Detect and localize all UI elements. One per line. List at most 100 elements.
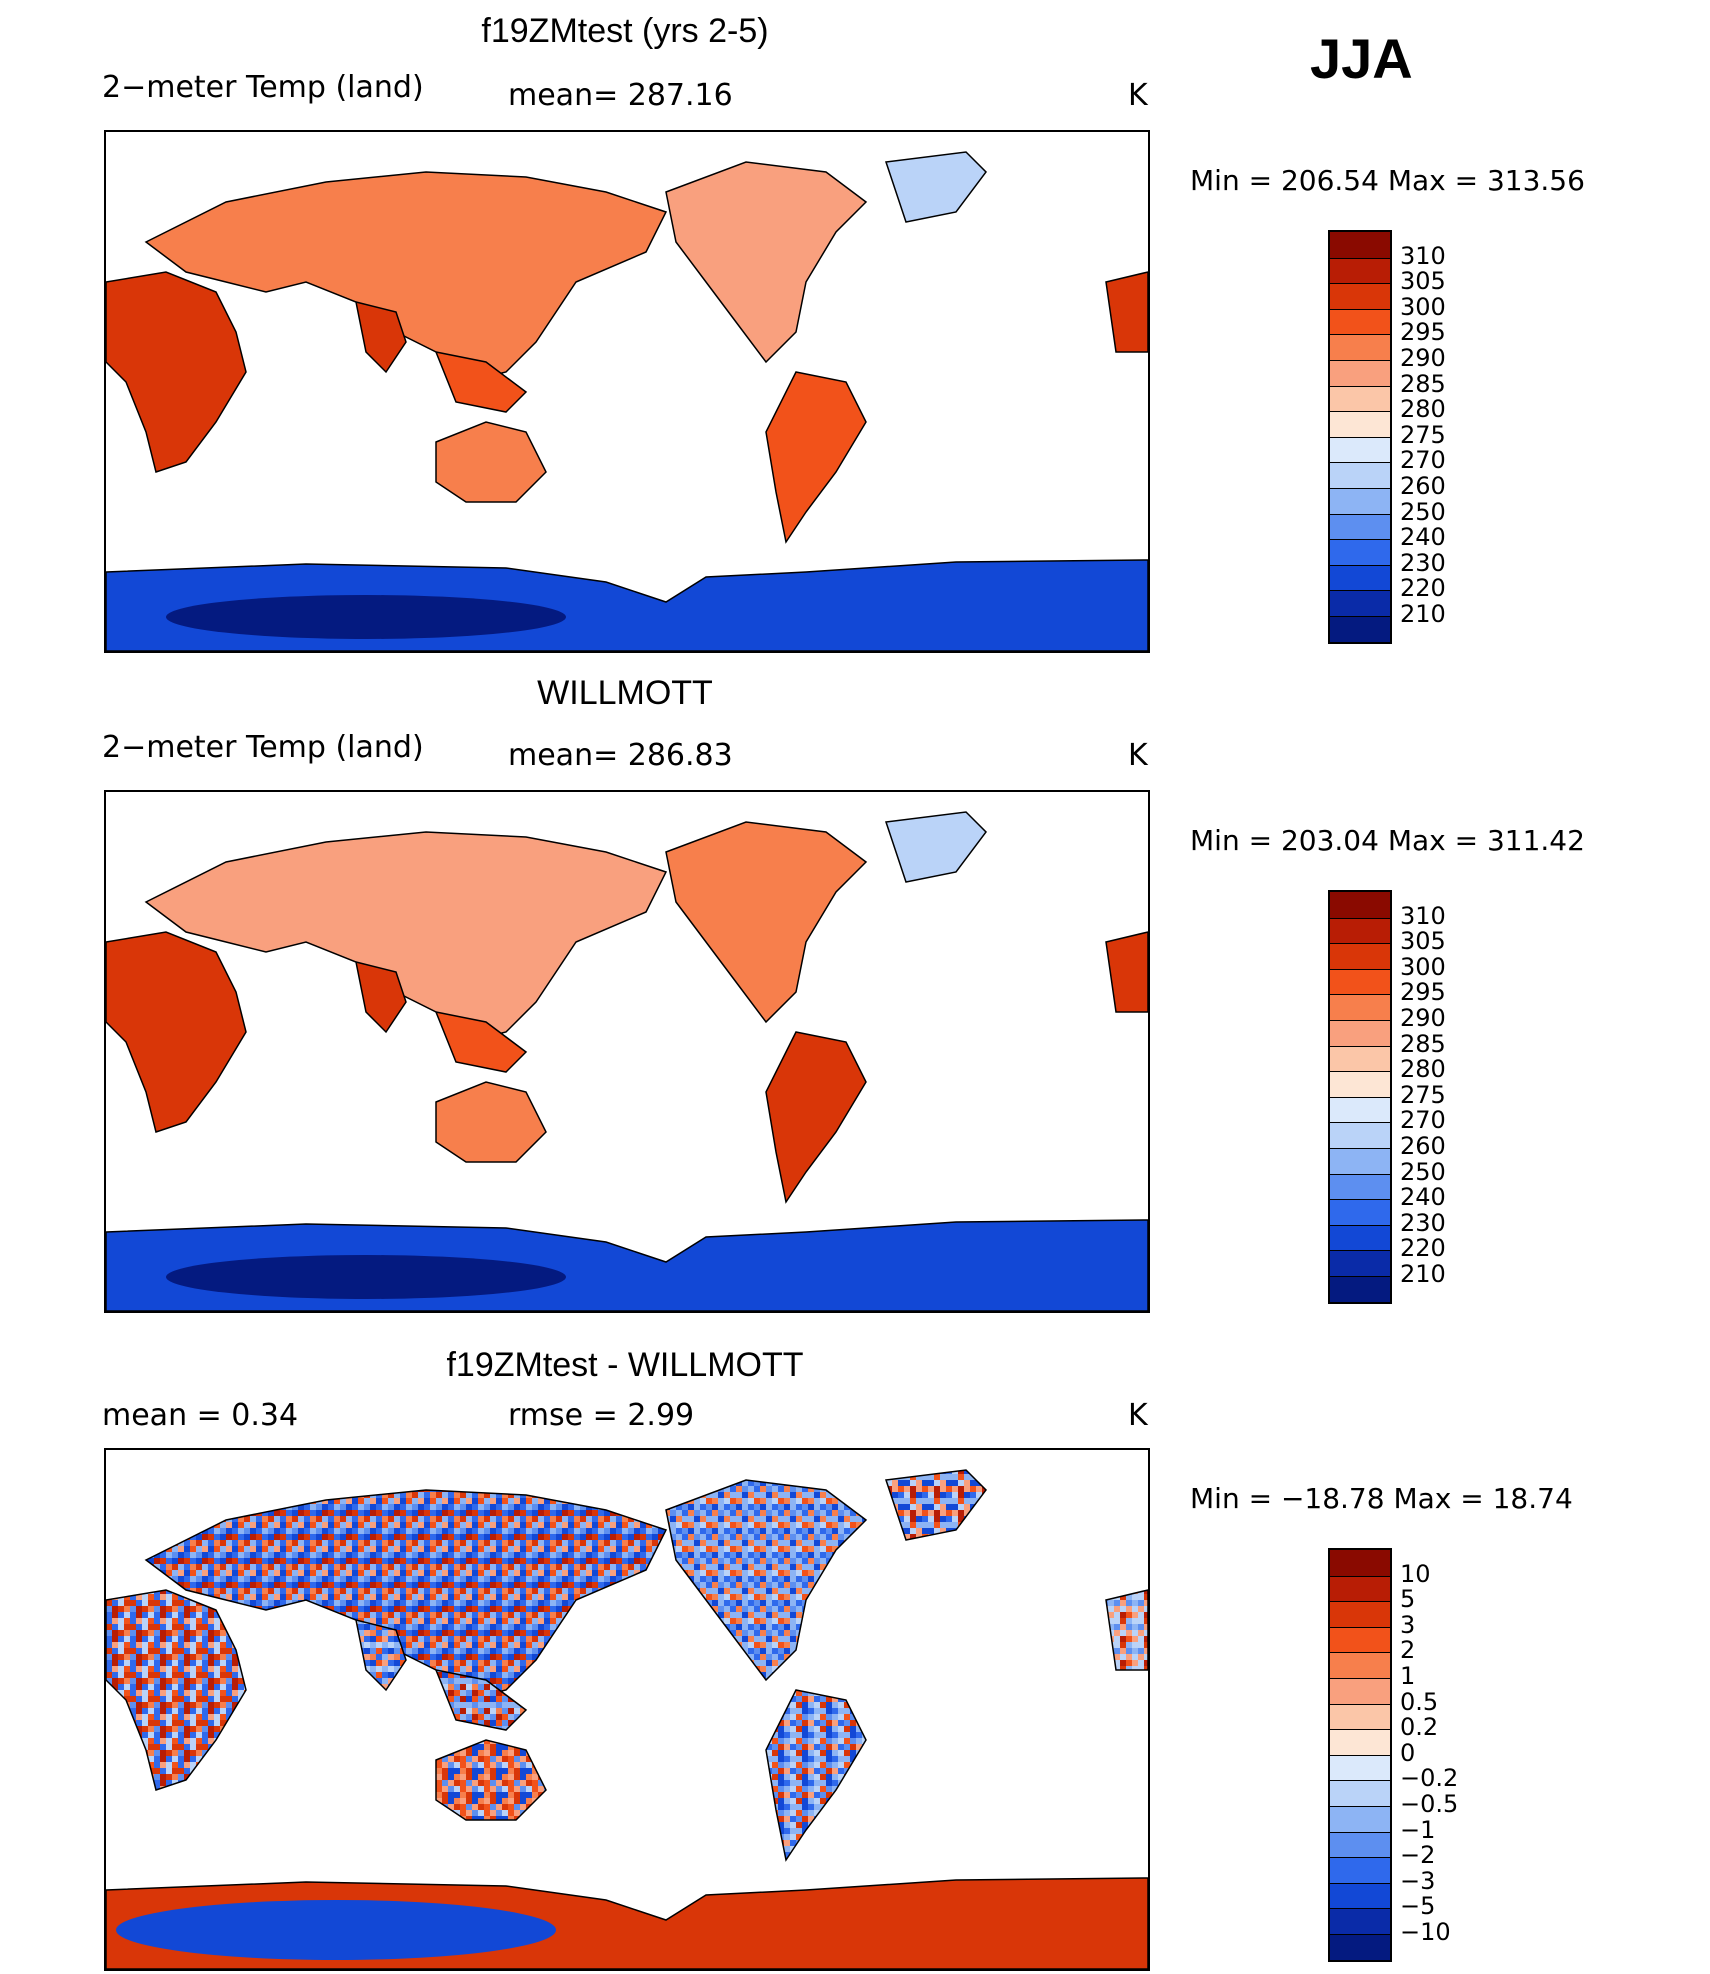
panel-1-colorbar [1328,230,1392,644]
colorbar-tick-label: 230 [1400,1208,1446,1237]
colorbar-tick-label: 300 [1400,292,1446,321]
landmass-westafrica [1105,931,1148,1013]
panel-1-title: f19ZMtest (yrs 2-5) [481,12,769,50]
antarctica-cold-core [166,1255,566,1299]
colorbar-tick-label: 1 [1400,1662,1416,1690]
colorbar-swatch [1330,1020,1390,1046]
colorbar-tick-label: 3 [1400,1610,1416,1639]
panel-2-map [104,790,1150,1313]
colorbar-tick-label: −0.2 [1400,1764,1459,1793]
colorbar-swatch [1330,1045,1390,1072]
colorbar-tick-label: 305 [1400,267,1446,296]
colorbar-tick-label: 220 [1400,574,1446,603]
colorbar-tick-label: 240 [1400,1183,1446,1212]
map-canvas [106,1469,1148,1969]
colorbar-swatch [1330,892,1390,918]
colorbar-tick-label: 285 [1400,369,1446,398]
colorbar-tick-label: 260 [1400,472,1446,500]
panel-3-units: K [1128,1398,1148,1433]
panel-2-units: K [1128,738,1148,773]
colorbar-swatch [1330,917,1390,944]
landmass-australia [435,421,547,503]
colorbar-swatch [1330,385,1390,412]
landmass-namerica [665,1479,868,1682]
colorbar-swatch [1330,1678,1390,1704]
panel-3-mean: mean = 0.34 [102,1398,299,1433]
landmass-seasia [434,1668,528,1731]
colorbar-swatch [1330,1601,1390,1627]
colorbar-swatch [1330,1729,1390,1755]
colorbar-swatch [1330,616,1390,642]
landmass-greenland [884,811,987,883]
landmass-samerica [765,371,867,544]
colorbar-swatch [1330,1071,1390,1097]
colorbar-swatch [1330,1806,1390,1832]
panel-2-colorbar [1328,890,1392,1304]
panel-2-mean: mean= 286.83 [508,738,733,773]
colorbar-tick-label: 290 [1400,344,1446,372]
panel-2-minmax: Min = 203.04 Max = 311.42 [1190,824,1585,857]
colorbar-tick-label: 260 [1400,1132,1446,1160]
colorbar-swatch [1330,1096,1390,1123]
colorbar-tick-label: −1 [1400,1815,1436,1844]
colorbar-tick-label: −0.5 [1400,1790,1459,1818]
colorbar-tick-label: 220 [1400,1234,1446,1263]
colorbar-swatch [1330,462,1390,488]
landmass-eurasia [144,831,668,1043]
panel-3-rmse: rmse = 2.99 [508,1398,695,1433]
colorbar-tick-label: −5 [1400,1892,1436,1921]
colorbar-tick-label: 290 [1400,1004,1446,1032]
colorbar-tick-label: 2 [1400,1636,1416,1665]
map-canvas [106,811,1148,1311]
landmass-africa [106,271,247,473]
panel-1-label-left: 2−meter Temp (land) [102,70,424,105]
colorbar-swatch [1330,283,1390,309]
colorbar-tick-label: −3 [1400,1866,1436,1895]
colorbar-swatch [1330,334,1390,360]
colorbar-swatch [1330,590,1390,616]
colorbar-swatch [1330,1831,1390,1858]
panel-2-title: WILLMOTT [537,674,713,712]
colorbar-tick-label: 0.2 [1400,1713,1439,1742]
colorbar-tick-label: 285 [1400,1029,1446,1058]
colorbar-tick-label: 240 [1400,523,1446,552]
colorbar-tick-label: 275 [1400,1080,1446,1109]
colorbar-swatch [1330,232,1390,258]
colorbar-swatch [1330,1173,1390,1200]
colorbar-swatch [1330,1550,1390,1576]
colorbar-swatch [1330,994,1390,1020]
colorbar-swatch [1330,1122,1390,1148]
colorbar-swatch [1330,436,1390,463]
colorbar-swatch [1330,1703,1390,1730]
colorbar-tick-label: 0.5 [1400,1687,1439,1716]
panel-2-label-left: 2−meter Temp (land) [102,730,424,765]
landmass-samerica [765,1689,867,1862]
panel-3-colorbar [1328,1548,1392,1962]
panel-1-minmax: Min = 206.54 Max = 313.56 [1190,164,1585,197]
colorbar-swatch [1330,411,1390,437]
colorbar-tick-label: 210 [1400,600,1446,628]
landmass-namerica [665,821,868,1024]
colorbar-tick-label: −2 [1400,1841,1436,1870]
landmass-westafrica [1105,1589,1148,1671]
landmass-india [355,1618,407,1692]
panel-3-title: f19ZMtest - WILLMOTT [446,1346,804,1384]
colorbar-tick-label: −10 [1400,1918,1451,1946]
landmass-seasia [434,350,528,413]
landmass-seasia [434,1010,528,1073]
colorbar-swatch [1330,1224,1390,1251]
colorbar-swatch [1330,1857,1390,1883]
landmass-india [355,300,407,374]
colorbar-tick-label: 305 [1400,927,1446,956]
landmass-australia [435,1081,547,1163]
colorbar-swatch [1330,1626,1390,1653]
colorbar-swatch [1330,1276,1390,1302]
colorbar-swatch [1330,539,1390,565]
colorbar-swatch [1330,1199,1390,1225]
colorbar-tick-label: 300 [1400,952,1446,981]
panel-3-minmax: Min = −18.78 Max = 18.74 [1190,1482,1573,1515]
panel-1-map [104,130,1150,653]
colorbar-tick-label: 275 [1400,420,1446,449]
colorbar-tick-label: 280 [1400,1055,1446,1084]
colorbar-swatch [1330,1908,1390,1934]
